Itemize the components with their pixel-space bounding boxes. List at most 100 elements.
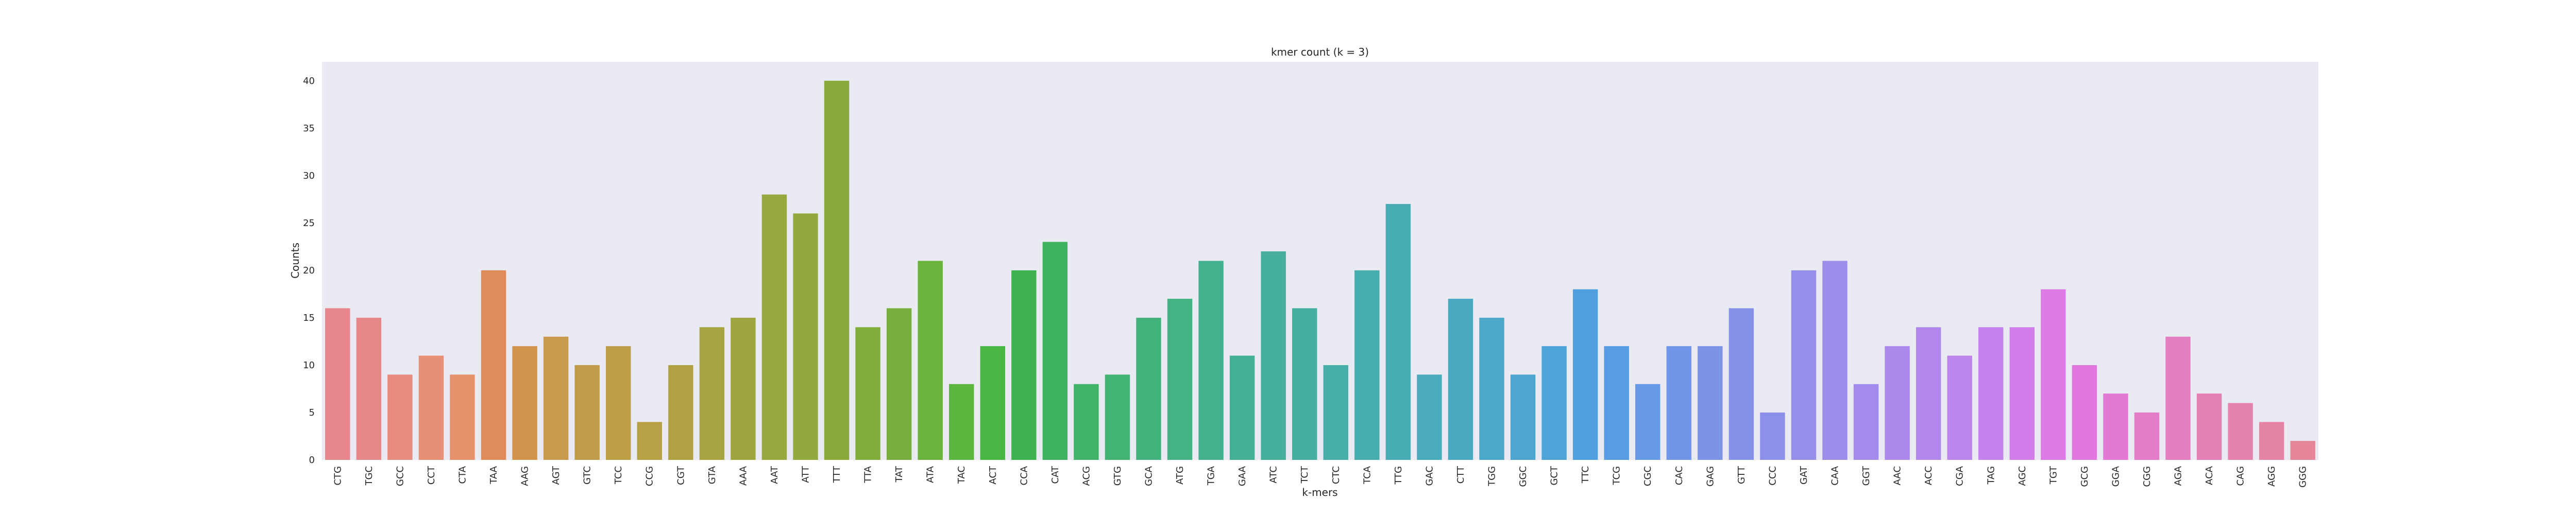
bar-gtt bbox=[1728, 308, 1754, 460]
bar-cta bbox=[450, 374, 475, 460]
x-tick-label-gtc: GTC bbox=[582, 466, 593, 485]
bar-ccg bbox=[637, 422, 662, 460]
bar-cag bbox=[2228, 403, 2253, 460]
x-tick-label-cgg: CGG bbox=[2142, 466, 2153, 487]
x-tick-label-att: ATT bbox=[800, 466, 811, 483]
bar-taa bbox=[481, 270, 506, 460]
x-tick-label-agc: AGC bbox=[2017, 466, 2028, 486]
bar-cca bbox=[1011, 270, 1037, 460]
bar-ttc bbox=[1572, 289, 1598, 460]
x-tick-label-cag: CAG bbox=[2235, 466, 2246, 486]
x-tick-label-gct: GCT bbox=[1549, 466, 1560, 486]
x-tick-label-gca: GCA bbox=[1143, 466, 1154, 486]
bar-gcg bbox=[2072, 365, 2097, 460]
bar-tat bbox=[886, 308, 912, 460]
x-tick-label-aaa: AAA bbox=[738, 466, 749, 486]
bar-gct bbox=[1541, 346, 1567, 460]
bar-gac bbox=[1417, 374, 1442, 460]
bar-aac bbox=[1885, 346, 1910, 460]
x-tick-label-ctg: CTG bbox=[332, 466, 343, 486]
x-tick-label-gat: GAT bbox=[1799, 466, 1809, 485]
x-tick-label-gtt: GTT bbox=[1736, 466, 1747, 484]
x-tick-label-agt: AGT bbox=[551, 466, 562, 485]
x-tick-label-tta: TTA bbox=[863, 466, 874, 483]
x-tick-label-atg: ATG bbox=[1175, 466, 1185, 485]
x-tick-label-gga: GGA bbox=[2110, 466, 2121, 487]
bar-agc bbox=[2009, 327, 2035, 460]
x-tick-label-tac: TAC bbox=[956, 466, 967, 484]
x-tick-label-aca: ACA bbox=[2204, 466, 2215, 485]
bar-cgc bbox=[1635, 384, 1660, 460]
y-tick-label-30: 30 bbox=[303, 170, 315, 181]
x-tick-label-ccg: CCG bbox=[645, 466, 655, 486]
bar-cga bbox=[1947, 355, 1972, 460]
bar-aga bbox=[2165, 336, 2191, 460]
x-tick-label-ccc: CCC bbox=[1767, 466, 1778, 486]
y-tick-labels: 0 5 10 15 20 25 30 35 40 bbox=[303, 76, 315, 466]
x-tick-label-tct: TCT bbox=[1299, 466, 1310, 484]
bar-ctc bbox=[1323, 365, 1348, 460]
bar-gga bbox=[2103, 393, 2128, 460]
y-tick-label-40: 40 bbox=[303, 76, 315, 87]
bar-cgt bbox=[668, 365, 693, 460]
x-tick-label-acc: ACC bbox=[1923, 466, 1934, 485]
bar-ctt bbox=[1448, 299, 1473, 460]
bar-gtc bbox=[574, 365, 600, 460]
x-tick-label-tgt: TGT bbox=[2048, 466, 2059, 485]
bar-tta bbox=[855, 327, 880, 460]
x-tick-label-tgc: TGC bbox=[364, 466, 375, 486]
x-tick-label-tca: TCA bbox=[1362, 466, 1372, 485]
bar-ccc bbox=[1760, 412, 1785, 460]
bar-cat bbox=[1042, 242, 1068, 460]
chart-title: kmer count (k = 3) bbox=[1271, 46, 1369, 58]
bar-ctg bbox=[325, 308, 350, 460]
x-tick-label-tcg: TCG bbox=[1612, 466, 1622, 485]
x-tick-label-cac: CAC bbox=[1674, 466, 1685, 485]
x-tick-label-tcc: TCC bbox=[613, 466, 624, 485]
x-tick-label-tag: TAG bbox=[1986, 466, 1996, 485]
y-tick-label-5: 5 bbox=[309, 407, 315, 418]
bar-tcc bbox=[605, 346, 631, 460]
bar-tgc bbox=[356, 317, 382, 460]
bar-att bbox=[793, 213, 818, 460]
y-tick-label-10: 10 bbox=[303, 360, 315, 371]
bar-cgg bbox=[2134, 412, 2160, 460]
x-tick-label-cat: CAT bbox=[1050, 466, 1061, 484]
bar-aag bbox=[512, 346, 537, 460]
x-tick-label-cgt: CGT bbox=[675, 466, 686, 485]
x-tick-label-atc: ATC bbox=[1268, 466, 1279, 483]
bar-ggg bbox=[2290, 441, 2315, 460]
x-tick-label-ttg: TTG bbox=[1393, 466, 1404, 485]
x-tick-label-cca: CCA bbox=[1019, 466, 1029, 485]
x-tick-label-gaa: GAA bbox=[1237, 466, 1248, 486]
x-tick-label-cga: CGA bbox=[1955, 466, 1965, 486]
x-tick-label-aag: AAG bbox=[520, 466, 531, 486]
bar-aca bbox=[2196, 393, 2222, 460]
bar-tct bbox=[1292, 308, 1317, 460]
bar-act bbox=[980, 346, 1005, 460]
x-tick-label-act: ACT bbox=[988, 466, 998, 485]
x-tick-label-gac: GAC bbox=[1424, 466, 1435, 486]
x-tick-label-acg: ACG bbox=[1081, 466, 1092, 486]
bar-tca bbox=[1354, 270, 1380, 460]
bar-gaa bbox=[1229, 355, 1255, 460]
x-tick-label-aac: AAC bbox=[1892, 466, 1903, 485]
bar-gag bbox=[1698, 346, 1723, 460]
bar-atc bbox=[1261, 251, 1286, 460]
x-tick-label-cta: CTA bbox=[457, 466, 468, 484]
x-tick-label-aga: AGA bbox=[2173, 466, 2184, 486]
bar-cac bbox=[1666, 346, 1692, 460]
y-axis-label: Counts bbox=[289, 243, 301, 279]
x-tick-label-gcc: GCC bbox=[395, 466, 405, 486]
bar-gca bbox=[1136, 317, 1161, 460]
x-tick-label-ttt: TTT bbox=[832, 466, 842, 483]
x-axis-label: k-mers bbox=[1302, 486, 1337, 499]
bar-ttg bbox=[1385, 204, 1411, 460]
x-tick-label-caa: CAA bbox=[1830, 466, 1841, 485]
bar-tag bbox=[1978, 327, 2004, 460]
bar-gat bbox=[1791, 270, 1817, 460]
bar-acg bbox=[1074, 384, 1099, 460]
bar-atg bbox=[1167, 299, 1193, 460]
x-tick-labels: CTG TGC GCC CCT CTA TAA AAG AGT GTC TCC CCG CGT GTA A… bbox=[332, 466, 2308, 488]
